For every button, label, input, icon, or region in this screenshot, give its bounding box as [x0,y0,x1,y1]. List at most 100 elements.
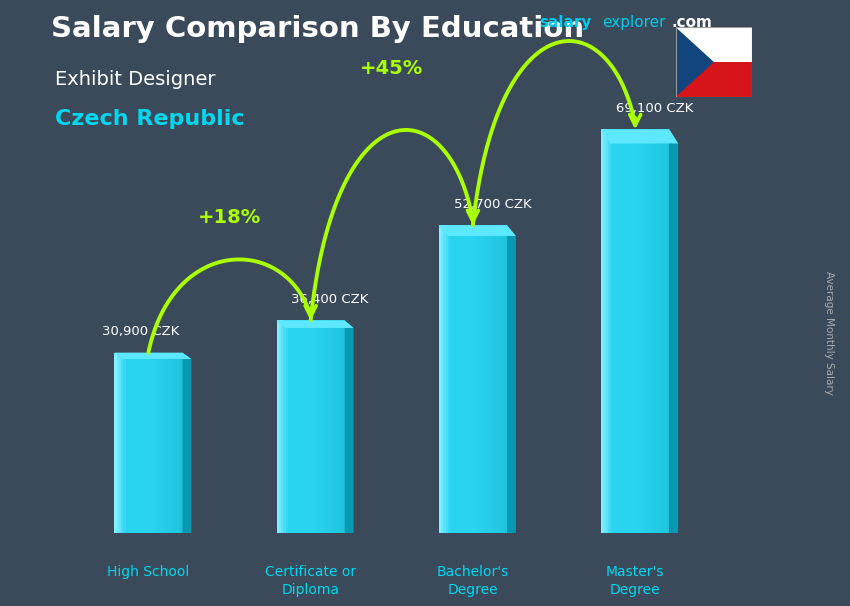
Bar [292,321,295,533]
Polygon shape [669,129,678,547]
Bar [441,225,444,533]
Bar [473,225,475,533]
Bar [500,225,502,533]
Bar [484,225,487,533]
Bar [276,321,279,533]
Bar [667,129,670,533]
Bar [479,225,482,533]
Bar [288,321,291,533]
Bar [621,129,624,533]
Text: High School: High School [107,565,190,579]
Bar [644,129,647,533]
Text: Master's
Degree: Master's Degree [606,565,665,597]
Bar [180,353,183,533]
Bar [620,129,621,533]
Polygon shape [276,321,354,328]
Bar [322,321,325,533]
Bar [649,129,651,533]
Polygon shape [183,353,191,539]
Bar [455,225,457,533]
Bar [324,321,326,533]
Bar [169,353,171,533]
Bar [133,353,135,533]
Bar [658,129,660,533]
Bar [320,321,322,533]
Bar [471,225,473,533]
Bar [498,225,501,533]
Text: 69,100 CZK: 69,100 CZK [616,102,694,115]
Bar [613,129,615,533]
Text: Bachelor's
Degree: Bachelor's Degree [437,565,509,597]
Bar [660,129,663,533]
Bar [343,321,345,533]
Bar [173,353,176,533]
Bar [615,129,617,533]
Bar [333,321,336,533]
Text: explorer: explorer [602,15,666,30]
Bar [601,129,603,533]
Text: Average Monthly Salary: Average Monthly Salary [824,271,834,395]
Text: +18%: +18% [198,208,261,227]
Polygon shape [601,129,678,144]
Bar [128,353,130,533]
Bar [604,129,606,533]
Bar [286,321,288,533]
Bar [164,353,167,533]
Text: 52,700 CZK: 52,700 CZK [454,198,531,210]
Text: Certificate or
Diploma: Certificate or Diploma [265,565,356,597]
Bar [665,129,667,533]
Bar [302,321,304,533]
Bar [119,353,122,533]
Bar [640,129,642,533]
Bar [610,129,613,533]
Bar [493,225,496,533]
Bar [167,353,169,533]
Bar [464,225,467,533]
Polygon shape [439,225,516,236]
Polygon shape [507,225,516,544]
Bar [459,225,462,533]
Bar [279,321,281,533]
Text: salary: salary [540,15,592,30]
Bar [482,225,484,533]
Bar [137,353,139,533]
Bar [306,321,309,533]
Bar [505,225,507,533]
Bar [475,225,478,533]
Bar [178,353,180,533]
Bar [309,321,311,533]
Bar [126,353,128,533]
Bar [489,225,491,533]
Bar [633,129,635,533]
Bar [149,353,150,533]
Bar [139,353,142,533]
Bar [651,129,654,533]
Bar [642,129,644,533]
Bar [116,353,119,533]
Bar [491,225,494,533]
Bar [654,129,656,533]
Bar [310,321,313,533]
Bar [462,225,464,533]
Polygon shape [676,27,714,97]
Bar [313,321,315,533]
Bar [450,225,452,533]
Bar [444,225,445,533]
Bar [676,62,752,97]
Bar [299,321,302,533]
Bar [295,321,298,533]
Bar [123,353,126,533]
Bar [338,321,340,533]
Text: +45%: +45% [360,59,423,78]
Bar [153,353,156,533]
Bar [326,321,329,533]
Bar [150,353,153,533]
Bar [486,225,489,533]
Bar [156,353,157,533]
Polygon shape [114,353,191,359]
Text: 36,400 CZK: 36,400 CZK [292,293,369,306]
Text: Czech Republic: Czech Republic [55,109,245,129]
Bar [176,353,178,533]
Bar [448,225,451,533]
Text: .com: .com [672,15,712,30]
